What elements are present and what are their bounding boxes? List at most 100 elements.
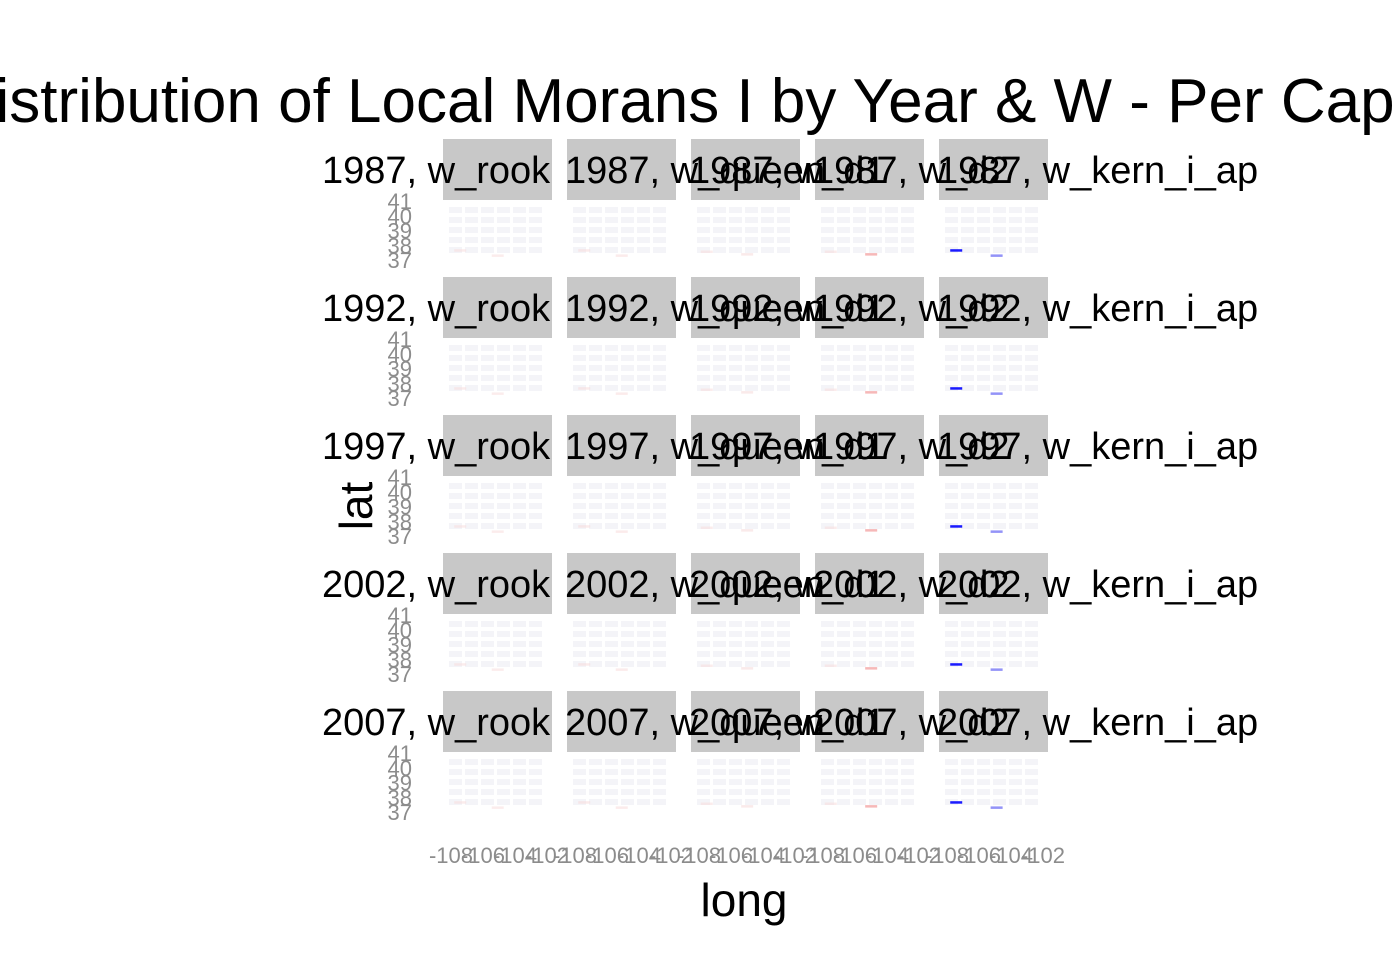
map-cell <box>713 631 726 637</box>
map-cell <box>729 217 742 223</box>
map-cell <box>853 779 866 785</box>
map-cell <box>729 523 742 529</box>
map-cell <box>713 355 726 361</box>
map-cell <box>885 247 898 253</box>
map-cell <box>1009 483 1022 489</box>
map-cell <box>761 375 774 381</box>
map-cell <box>977 207 990 213</box>
map-cell <box>605 355 618 361</box>
map-cell <box>1009 247 1022 253</box>
facet-label: 1997, w_rook <box>322 426 551 468</box>
map-cell <box>465 779 478 785</box>
map-cell <box>869 375 882 381</box>
facet-panel <box>567 553 676 675</box>
facet-strip <box>691 415 800 476</box>
map-cell <box>961 789 974 795</box>
map-cell <box>821 483 834 489</box>
map-cell <box>497 661 510 667</box>
map-cell <box>961 217 974 223</box>
map-cell <box>869 621 882 627</box>
map-cell <box>621 385 634 391</box>
local-moran-mark <box>741 529 754 532</box>
map-cell <box>761 345 774 351</box>
map-cell <box>513 217 526 223</box>
map-cell <box>729 493 742 499</box>
facet-strip <box>567 139 676 200</box>
map-cell <box>853 493 866 499</box>
map-cell <box>977 661 990 667</box>
map-cell <box>465 237 478 243</box>
map-cell <box>777 385 790 391</box>
x-tick-label: -102 <box>897 843 941 868</box>
x-tick-label: -106 <box>461 843 505 868</box>
map-cell <box>761 779 774 785</box>
map-cell <box>573 365 586 371</box>
map-cell <box>573 345 586 351</box>
map-cell <box>853 483 866 489</box>
map-cell <box>885 493 898 499</box>
map-cell <box>605 365 618 371</box>
local-moran-mark <box>865 667 878 670</box>
map-cell <box>497 631 510 637</box>
map-cell <box>869 631 882 637</box>
map-cell <box>621 651 634 657</box>
local-moran-mark <box>824 802 837 805</box>
map-cell <box>1025 759 1038 765</box>
facet-strip <box>815 691 924 752</box>
map-cell <box>653 227 666 233</box>
map-cell <box>1009 345 1022 351</box>
x-tick-label: -104 <box>989 843 1033 868</box>
map-cell <box>653 769 666 775</box>
map-cell <box>993 779 1006 785</box>
map-cell <box>637 345 650 351</box>
map-cell <box>653 523 666 529</box>
map-cell <box>497 789 510 795</box>
map-cell <box>901 227 914 233</box>
map-cell <box>449 621 462 627</box>
map-cell <box>777 355 790 361</box>
map-cell <box>961 355 974 361</box>
map-cell <box>713 779 726 785</box>
map-cell <box>589 365 602 371</box>
map-cell <box>729 641 742 647</box>
map-cell <box>821 523 834 529</box>
map-cell <box>745 641 758 647</box>
map-cell <box>1025 513 1038 519</box>
map-cell <box>605 651 618 657</box>
map-cell <box>977 503 990 509</box>
map-cell <box>977 631 990 637</box>
map-cell <box>1025 769 1038 775</box>
local-moran-mark <box>824 526 837 529</box>
map-cell <box>901 779 914 785</box>
map-cell <box>637 799 650 805</box>
map-cell <box>589 217 602 223</box>
y-tick-label: 39 <box>388 219 412 244</box>
map-cell <box>853 355 866 361</box>
local-moran-mark <box>454 249 467 252</box>
map-cell <box>589 769 602 775</box>
map-cell <box>729 631 742 637</box>
map-cell <box>761 237 774 243</box>
map-cell <box>465 227 478 233</box>
map-cell <box>513 375 526 381</box>
map-cell <box>497 217 510 223</box>
map-cell <box>449 641 462 647</box>
map-cell <box>605 207 618 213</box>
map-cell <box>697 779 710 785</box>
map-cell <box>993 345 1006 351</box>
x-tick-label: -108 <box>801 843 845 868</box>
map-cell <box>853 365 866 371</box>
map-cell <box>885 355 898 361</box>
map-cell <box>993 493 1006 499</box>
map-cell <box>869 799 882 805</box>
map-cell <box>821 513 834 519</box>
map-cell <box>745 375 758 381</box>
map-cell <box>465 759 478 765</box>
map-cell <box>697 345 710 351</box>
map-cell <box>729 799 742 805</box>
local-moran-mark <box>700 802 713 805</box>
map-cell <box>621 217 634 223</box>
map-cell <box>465 493 478 499</box>
map-cell <box>529 779 542 785</box>
map-cell <box>1025 237 1038 243</box>
